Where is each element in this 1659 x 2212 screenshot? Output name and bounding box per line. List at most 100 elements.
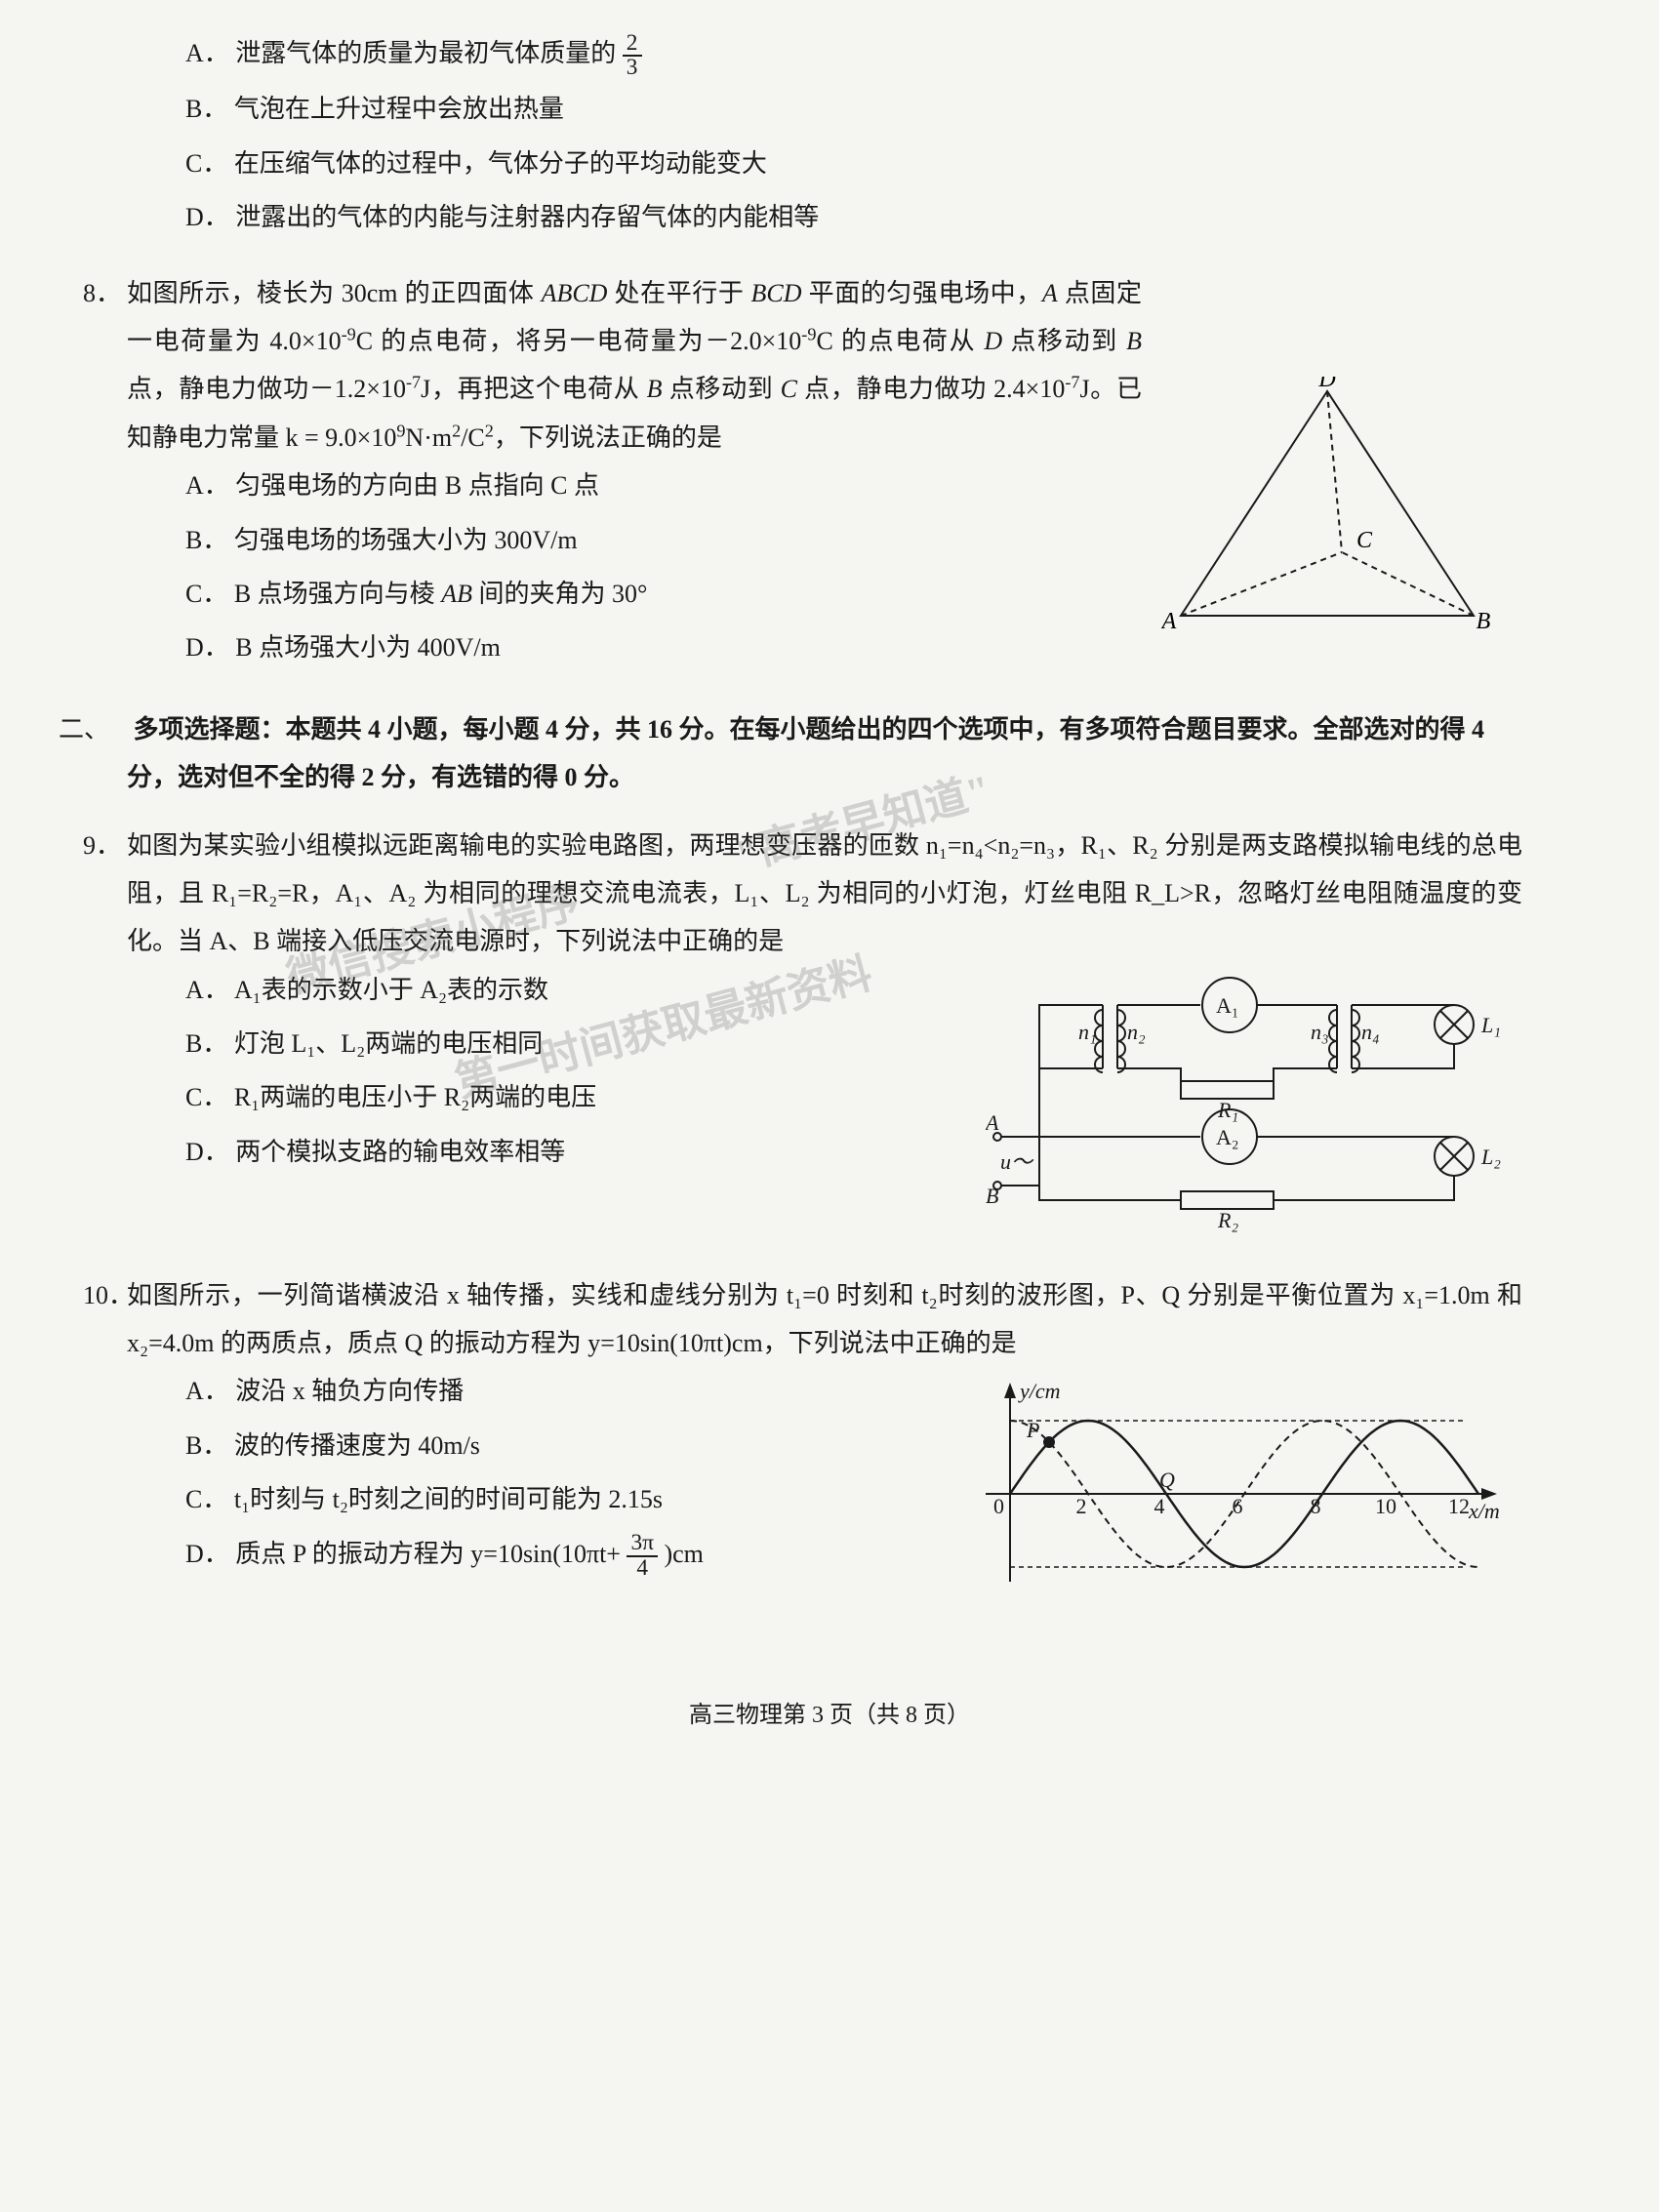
exp: -9: [801, 324, 816, 343]
label-c: C: [1356, 528, 1373, 553]
label-b-term: B: [986, 1184, 998, 1208]
t: 质点 P 的振动方程为 y=10sin(10πt+: [235, 1540, 621, 1568]
option-text: 匀强电场的方向由 B 点指向 C 点: [235, 471, 599, 500]
option-label: B．: [185, 85, 227, 133]
option-label: B．: [185, 1020, 227, 1067]
t: 间的夹角为 30°: [472, 580, 647, 608]
fraction: 3π 4: [627, 1532, 658, 1580]
t: C 的点电荷从: [816, 327, 984, 355]
resistor-r1: [1181, 1081, 1274, 1099]
q8-figure-tetrahedron: D A B C: [1161, 377, 1493, 635]
edge-dc: [1327, 391, 1342, 552]
wire: [1039, 1186, 1181, 1200]
q7-option-a: A． 泄露气体的质量为最初气体质量的 2 3: [127, 29, 1532, 79]
exp: 2: [485, 421, 494, 440]
option-label: A．: [185, 29, 229, 77]
t: C 的点电荷，将另一电荷量为－2.0×10: [356, 327, 802, 355]
t: )cm: [664, 1540, 703, 1568]
label-n2: n₂: [1127, 1020, 1146, 1044]
q10-figure-wave: y/cm x/m 0 P Q 2 4 6 8 10 12: [966, 1377, 1513, 1606]
label-a: A: [1161, 609, 1177, 634]
tetrahedron-svg: D A B C: [1161, 377, 1493, 635]
origin-label: 0: [993, 1494, 1004, 1518]
coil-n2: [1117, 1010, 1125, 1072]
t: ，下列说法正确的是: [494, 423, 722, 452]
option-text: t₁时刻与 t₂时刻之间的时间可能为 2.15s: [234, 1485, 663, 1513]
t: A: [1042, 279, 1058, 307]
t: 处在平行于: [607, 279, 750, 307]
coil-n3: [1329, 1010, 1337, 1072]
exp: -7: [1065, 373, 1079, 392]
xtick: 12: [1448, 1494, 1470, 1518]
option-text: 波沿 x 轴负方向传播: [235, 1377, 464, 1405]
option-text: R₁两端的电压小于 R₂两端的电压: [234, 1083, 596, 1111]
option-text: B 点场强大小为 400V/m: [235, 633, 501, 662]
option-label: C．: [185, 1475, 227, 1523]
option-text: 灯泡 L₁、L₂两端的电压相同: [234, 1029, 543, 1058]
option-label: D．: [185, 1128, 229, 1176]
t: D: [984, 327, 1002, 355]
section-title: 多项选择题：本题共 4 小题，每小题 4 分，共 16 分。在每小题给出的四个选…: [127, 715, 1484, 791]
q8: 8． D A B C 如图所示，棱长为 30cm 的正四面体 ABCD 处在平行…: [127, 269, 1532, 678]
q7-option-b: B． 气泡在上升过程中会放出热量: [127, 85, 1532, 133]
point-p: [1044, 1437, 1054, 1447]
label-r1: R₁: [1217, 1098, 1238, 1122]
option-text: 匀强电场的场强大小为 300V/m: [234, 526, 578, 554]
xtick: 4: [1154, 1494, 1165, 1518]
option-label: D．: [185, 1530, 229, 1578]
option-text: 在压缩气体的过程中，气体分子的平均动能变大: [234, 149, 767, 178]
option-text: 气泡在上升过程中会放出热量: [234, 95, 564, 123]
label-a1: A₁: [1216, 993, 1239, 1018]
label-q: Q: [1159, 1468, 1175, 1492]
t: J，再把这个电荷从: [421, 375, 646, 403]
fraction: 2 3: [623, 32, 642, 80]
t: N·m: [405, 423, 452, 452]
abcd: ABCD: [542, 279, 608, 307]
t: B: [1126, 327, 1142, 355]
option-label: A．: [185, 1367, 229, 1415]
xtick: 2: [1076, 1494, 1087, 1518]
t: AB: [441, 580, 472, 608]
q9: 9． "高考早知道" 微信搜索小程序 第一时间获取最新资料 如图为某实验小组模拟…: [127, 822, 1532, 1244]
tetra-outer: [1181, 391, 1474, 616]
t: 平面的匀强电场中，: [802, 279, 1042, 307]
t: 如图所示，棱长为 30cm 的正四面体: [127, 279, 542, 307]
option-text: 泄露出的气体的内能与注射器内存留气体的内能相等: [235, 203, 819, 231]
option-text: A₁表的示数小于 A₂表的示数: [234, 976, 548, 1004]
wave-svg: y/cm x/m 0 P Q 2 4 6 8 10 12: [966, 1377, 1513, 1606]
label-n3: n₃: [1311, 1020, 1329, 1044]
edge-ac: [1181, 552, 1342, 616]
q9-body: 如图为某实验小组模拟远距离输电的实验电路图，两理想变压器的匝数 n₁=n₄<n₂…: [127, 822, 1532, 966]
t: B 点场强方向与棱: [234, 580, 441, 608]
q7-tail: A． 泄露气体的质量为最初气体质量的 2 3 B． 气泡在上升过程中会放出热量 …: [127, 29, 1532, 242]
option-label: D．: [185, 193, 229, 241]
q10-number: 10．: [83, 1271, 134, 1319]
q7-option-c: C． 在压缩气体的过程中，气体分子的平均动能变大: [127, 140, 1532, 187]
wire: [1274, 1068, 1337, 1090]
xtick: 10: [1375, 1494, 1396, 1518]
t: 点，静电力做功－1.2×10: [127, 375, 406, 403]
label-l2: L₂: [1480, 1145, 1501, 1169]
circuit-svg: A B u～ n₁ n₂ n₃ n₄ A₁ A₂ R₁ R₂ L₁ L₂: [986, 976, 1513, 1244]
t: B: [647, 375, 663, 403]
label-r2: R₂: [1217, 1208, 1238, 1232]
option-label: C．: [185, 140, 227, 187]
section-label: 二、: [59, 705, 127, 753]
option-label: C．: [185, 1073, 227, 1121]
option-label: D．: [185, 623, 229, 671]
q9-number: 9．: [83, 822, 121, 869]
label-d: D: [1317, 377, 1335, 392]
t: 点移动到: [1002, 327, 1126, 355]
coil-n4: [1352, 1010, 1359, 1072]
label-l1: L₁: [1480, 1013, 1501, 1037]
exp: 2: [452, 421, 461, 440]
label-n1: n₁: [1078, 1020, 1097, 1044]
q7-option-d: D． 泄露出的气体的内能与注射器内存留气体的内能相等: [127, 193, 1532, 241]
q10-body: 如图所示，一列简谐横波沿 x 轴传播，实线和虚线分别为 t₁=0 时刻和 t₂时…: [127, 1271, 1532, 1368]
option-text: 波的传播速度为 40m/s: [234, 1431, 480, 1460]
x-axis-label: x/m: [1468, 1499, 1500, 1523]
option-label: A．: [185, 462, 229, 509]
option-text: B 点场强方向与棱 AB 间的夹角为 30°: [234, 580, 648, 608]
option-label: B．: [185, 1422, 227, 1469]
option-label: A．: [185, 966, 229, 1014]
